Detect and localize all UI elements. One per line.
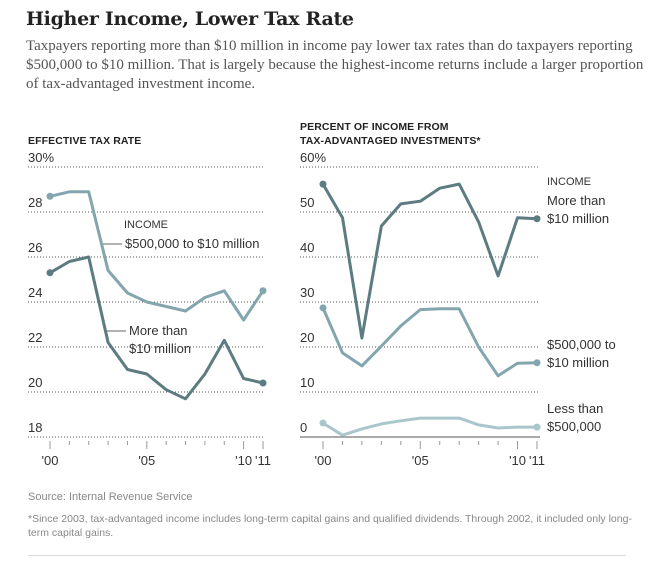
y-tick-label: 20 bbox=[300, 330, 314, 345]
data-point-endpoint bbox=[533, 423, 541, 431]
data-point-endpoint bbox=[259, 379, 267, 387]
x-tick-label: '05 bbox=[138, 453, 155, 468]
chart-title: Higher Income, Lower Tax Rate bbox=[26, 8, 354, 30]
series-label-500k-10m-line2: $10 million bbox=[547, 355, 609, 370]
y-tick-label: 20 bbox=[28, 375, 42, 390]
y-tick-label: 22 bbox=[28, 330, 42, 345]
left-chart-title: EFFECTIVE TAX RATE bbox=[28, 135, 142, 147]
right-chart-title-line-2: TAX-ADVANTAGED INVESTMENTS* bbox=[300, 135, 481, 147]
series-line-more-than-10-million bbox=[48, 255, 265, 401]
series-label-more-than-10m-line2: $10 million bbox=[129, 341, 191, 356]
y-tick-label: 50 bbox=[300, 195, 314, 210]
y-tick-label: 30 bbox=[300, 285, 314, 300]
data-point-endpoint bbox=[319, 419, 327, 427]
right-chart-title: PERCENT OF INCOME FROM TAX-ADVANTAGED IN… bbox=[300, 120, 481, 148]
series-label-more-than-10m-line2: $10 million bbox=[547, 211, 609, 226]
x-tick-label: '00 bbox=[315, 453, 332, 468]
data-point-endpoint bbox=[319, 180, 327, 188]
y-tick-label: 40 bbox=[300, 240, 314, 255]
tax-advantaged-chart: 0 10 20 30 40 50 60% '00 '05 '10'11 bbox=[300, 150, 545, 468]
y-tick-label: 24 bbox=[28, 285, 42, 300]
footnote: *Since 2003, tax-advantaged income inclu… bbox=[28, 513, 632, 539]
x-tick-label: '11 bbox=[255, 453, 271, 468]
y-tick-label: 26 bbox=[28, 240, 42, 255]
series-label-500k-10m-line1: $500,000 to bbox=[547, 337, 616, 352]
x-tick-label: '00 bbox=[42, 453, 59, 468]
data-point-endpoint bbox=[46, 269, 54, 277]
source-note: Source: Internal Revenue Service bbox=[28, 491, 193, 503]
series-line--500-000-to-10-million bbox=[321, 306, 539, 378]
legend-header-income: INCOME bbox=[124, 219, 168, 231]
series-label-less-than-500k-line1: Less than bbox=[547, 401, 603, 416]
series-label-more-than-10m-line1: More than bbox=[129, 323, 188, 338]
effective-tax-rate-chart: 18 20 22 24 26 28 30% '00 '05 '10'11 bbox=[28, 150, 271, 468]
series-label-more-than-10m-line1: More than bbox=[547, 193, 606, 208]
chart-description: Taxpayers reporting more than $10 millio… bbox=[26, 38, 644, 92]
series-label-500k-10m: $500,000 to $10 million bbox=[125, 236, 259, 251]
bottom-divider bbox=[28, 555, 626, 556]
data-point-endpoint bbox=[259, 287, 267, 295]
data-point-endpoint bbox=[533, 215, 541, 223]
y-tick-label: 10 bbox=[300, 375, 314, 390]
x-tick-label: '10 bbox=[235, 453, 252, 468]
y-tick-label: 28 bbox=[28, 195, 42, 210]
series-line-less-than-500-000 bbox=[321, 416, 539, 437]
y-tick-label: 18 bbox=[28, 420, 42, 435]
data-point-endpoint bbox=[533, 359, 541, 367]
data-point-endpoint bbox=[319, 304, 327, 312]
right-chart-title-line-1: PERCENT OF INCOME FROM bbox=[300, 121, 449, 133]
data-point-endpoint bbox=[46, 192, 54, 200]
y-tick-label: 30% bbox=[28, 150, 54, 165]
x-tick-label: '10 bbox=[509, 453, 526, 468]
series-line--500-000-to-10-million bbox=[48, 190, 265, 322]
x-tick-label: '11 bbox=[529, 453, 545, 468]
legend-header-income: INCOME bbox=[547, 176, 591, 188]
y-tick-label: 0 bbox=[300, 420, 307, 435]
x-tick-label: '05 bbox=[412, 453, 429, 468]
series-label-less-than-500k-line2: $500,000 bbox=[547, 419, 601, 434]
series-line-more-than-10-million bbox=[321, 182, 539, 340]
y-tick-label: 60% bbox=[300, 150, 326, 165]
